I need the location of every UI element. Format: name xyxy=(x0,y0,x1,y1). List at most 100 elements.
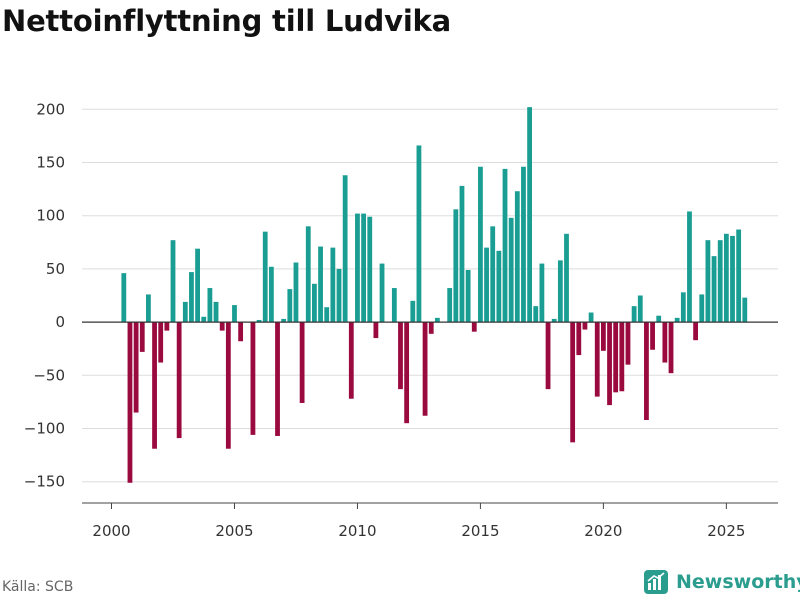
bar xyxy=(723,233,729,323)
bar xyxy=(625,322,631,365)
x-tick-label: 2015 xyxy=(461,522,499,540)
bar xyxy=(484,247,489,323)
bar xyxy=(373,322,379,339)
bar xyxy=(564,233,569,323)
bar xyxy=(582,322,588,330)
bar xyxy=(471,322,477,332)
bar xyxy=(170,240,176,323)
bar xyxy=(557,260,563,323)
bar xyxy=(545,322,551,390)
bar xyxy=(262,231,268,323)
x-tick-label: 2000 xyxy=(92,522,130,540)
bar xyxy=(693,322,699,341)
bar xyxy=(496,250,502,323)
bar xyxy=(453,209,459,323)
bar xyxy=(391,288,397,323)
bar xyxy=(404,322,410,424)
newsworthy-logo-text: Newsworthy xyxy=(676,571,800,593)
x-tick-label: 2020 xyxy=(584,522,622,540)
axes: −150 −100 −50 0 50 100 150 200 2000 2005 2010 2015 2… xyxy=(24,100,778,540)
bar xyxy=(717,240,723,323)
bar xyxy=(508,217,514,323)
bar xyxy=(490,226,496,323)
bar xyxy=(324,307,330,323)
bar xyxy=(416,145,422,323)
bar xyxy=(195,248,200,323)
x-tick-label: 2010 xyxy=(338,522,376,540)
bar xyxy=(330,247,336,323)
bar xyxy=(133,322,139,413)
bar xyxy=(250,322,256,435)
bar xyxy=(256,319,262,323)
bar xyxy=(342,175,348,323)
bar xyxy=(367,216,373,323)
bar xyxy=(299,322,305,403)
bar xyxy=(588,312,594,323)
x-tick-label: 2005 xyxy=(215,522,253,540)
bar xyxy=(139,322,145,352)
bar xyxy=(656,315,662,323)
bar xyxy=(398,322,403,390)
bar xyxy=(619,322,625,392)
bar xyxy=(594,322,600,397)
bar xyxy=(514,191,520,323)
bar xyxy=(742,297,748,323)
bar xyxy=(127,322,133,483)
bar xyxy=(736,229,742,323)
y-tick-label: −100 xyxy=(24,420,65,438)
bar xyxy=(521,166,526,323)
y-tick-label: 150 xyxy=(36,153,65,171)
bar xyxy=(502,168,508,323)
bar xyxy=(674,317,680,323)
bar xyxy=(225,322,231,449)
bar xyxy=(465,269,471,323)
bar xyxy=(305,226,311,323)
bar xyxy=(551,318,557,323)
y-tick-label: 100 xyxy=(36,207,65,225)
bar xyxy=(687,211,692,323)
bar xyxy=(434,317,440,323)
bar xyxy=(281,318,287,323)
bar xyxy=(213,301,219,323)
bar xyxy=(219,322,225,331)
y-tick-label: −50 xyxy=(33,366,65,384)
bar xyxy=(121,273,127,323)
bar xyxy=(680,292,686,323)
bar xyxy=(711,256,717,323)
bar xyxy=(478,166,483,323)
bar xyxy=(293,262,299,323)
bar xyxy=(232,305,237,323)
bar xyxy=(355,213,360,323)
bar xyxy=(158,322,164,363)
bar xyxy=(348,322,354,399)
bar xyxy=(312,283,317,323)
bar xyxy=(268,266,274,323)
bar xyxy=(176,322,182,439)
bar xyxy=(699,294,705,323)
bar xyxy=(287,289,293,323)
bar xyxy=(336,268,342,323)
bar xyxy=(152,322,157,449)
bar xyxy=(570,322,576,443)
bar xyxy=(318,246,323,323)
bar xyxy=(533,306,539,323)
bar xyxy=(459,185,465,323)
bar xyxy=(668,322,674,374)
bar xyxy=(527,107,533,323)
bar xyxy=(631,306,637,323)
chart-title: Nettoinflyttning till Ludvika xyxy=(2,4,452,38)
bar xyxy=(422,322,428,416)
bar xyxy=(539,263,545,323)
bar xyxy=(182,301,188,323)
newsworthy-logo-icon xyxy=(644,570,668,594)
bar xyxy=(379,263,385,323)
newsworthy-logo: Newsworthy xyxy=(644,570,800,594)
bar-series xyxy=(121,107,748,483)
y-tick-label: 0 xyxy=(55,313,65,331)
bar xyxy=(189,272,194,323)
bar xyxy=(644,322,649,420)
x-tick-label: 2025 xyxy=(707,522,745,540)
bar xyxy=(201,316,207,323)
gridlines xyxy=(82,108,778,483)
bar xyxy=(705,240,711,323)
